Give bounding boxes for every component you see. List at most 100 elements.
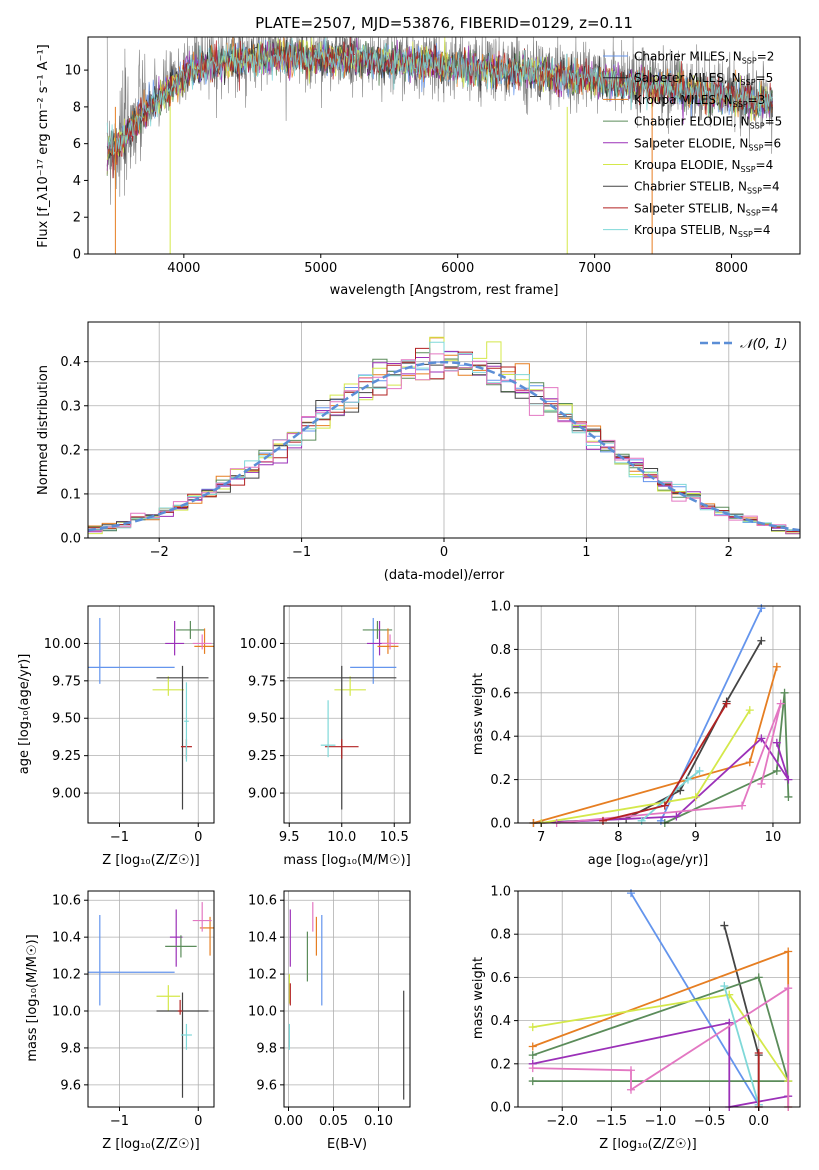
y-tick-label: 0.4 xyxy=(490,1014,511,1029)
age-z-xlabel: Z [log₁₀(Z/Z☉)] xyxy=(102,853,199,868)
x-tick-label: 0 xyxy=(440,545,448,560)
x-tick-label: 10.0 xyxy=(327,830,356,845)
legend-label: Kroupa STELIB, NSSP=4 xyxy=(634,223,771,239)
y-tick-label: 9.75 xyxy=(52,674,81,689)
y-tick-label: 0.3 xyxy=(60,399,81,414)
normal-curve xyxy=(87,360,801,532)
mass-weight-marker xyxy=(722,699,731,708)
y-tick-label: 8 xyxy=(73,100,81,115)
y-tick-label: 0.6 xyxy=(490,686,511,701)
y-tick-label: 0.8 xyxy=(490,928,511,943)
mass-weight-marker xyxy=(528,1051,537,1060)
mass-weight-marker xyxy=(772,662,781,671)
mass-weight-marker xyxy=(757,734,766,743)
y-tick-label: 0.2 xyxy=(490,1057,511,1072)
x-tick-label: −1 xyxy=(292,545,311,560)
x-tick-label: 0.05 xyxy=(319,1114,348,1129)
x-tick-label: 0 xyxy=(194,1114,202,1129)
y-tick-label: 10.0 xyxy=(52,1005,81,1020)
y-tick-label: 9.25 xyxy=(248,749,277,764)
x-tick-label: 7 xyxy=(537,830,545,845)
mass-weight-marker xyxy=(672,812,681,821)
mass-weight-line xyxy=(533,640,763,824)
mass-weight-marker xyxy=(720,982,729,991)
mass-weight-marker xyxy=(757,779,766,788)
x-tick-label: 10 xyxy=(765,830,782,845)
mass-weight-marker xyxy=(528,1064,537,1073)
mass-vs-ebv-panel: 0.00 0.05 0.10 9.6 9.8 10.0 10.2 10.4 10.6 xyxy=(248,890,411,1129)
mass-z-ylabel: mass [log₁₀(M/M☉)] xyxy=(25,934,40,1061)
x-tick-label: 4000 xyxy=(167,261,200,276)
y-tick-label: 9.00 xyxy=(52,787,81,802)
mw-age-ylabel: mass weight xyxy=(471,673,486,755)
y-tick-label: 2 xyxy=(73,211,81,226)
mass-weight-marker xyxy=(757,604,766,613)
x-tick-label: −1.5 xyxy=(596,1114,628,1129)
y-tick-label: 0.2 xyxy=(60,443,81,458)
x-tick-label: 0.10 xyxy=(364,1114,393,1129)
mass-weight-marker xyxy=(695,766,704,775)
mass-weight-line xyxy=(664,692,790,824)
mass-weight-marker xyxy=(676,786,685,795)
y-tick-label: 10.6 xyxy=(52,894,81,909)
mass-weight-line xyxy=(723,985,760,1106)
spectrum-ylabel: Flux [f_λ10⁻¹⁷ erg cm⁻² s⁻¹ A⁻¹] xyxy=(36,44,51,248)
y-tick-label: 10.2 xyxy=(248,968,277,983)
x-tick-label: −2 xyxy=(150,545,169,560)
age-vs-mass-panel: 9.5 10.0 10.5 9.00 9.25 9.50 9.75 10.00 xyxy=(240,605,411,845)
x-tick-label: 1 xyxy=(582,545,590,560)
y-tick-label: 0.0 xyxy=(490,817,511,832)
mass-weight-marker xyxy=(745,758,754,767)
y-tick-label: 10 xyxy=(64,64,81,79)
y-tick-label: 9.8 xyxy=(60,1041,81,1056)
axes-frame xyxy=(87,890,215,1108)
x-tick-label: 6000 xyxy=(441,261,474,276)
y-tick-label: 9.6 xyxy=(256,1078,277,1093)
y-tick-label: 10.6 xyxy=(248,894,277,909)
spectrum-xlabel: wavelength [Angstrom, rest frame] xyxy=(330,283,559,298)
mass-weight-marker xyxy=(528,1077,537,1086)
mass-weight-marker xyxy=(754,973,763,982)
mass-weight-line xyxy=(532,976,790,1082)
y-tick-label: 6 xyxy=(73,137,81,152)
model-spectrum xyxy=(106,36,773,160)
y-tick-label: 0.0 xyxy=(490,1101,511,1116)
residuals-ylabel: Normed distribution xyxy=(36,365,51,495)
x-tick-label: 8000 xyxy=(715,261,748,276)
x-tick-label: 0.0 xyxy=(748,1114,769,1129)
mass-weight-marker xyxy=(626,1066,635,1075)
residuals-xlabel: (data-model)/error xyxy=(384,568,505,583)
legend-label: Chabrier MILES, NSSP=2 xyxy=(634,50,774,66)
x-tick-label: −1 xyxy=(110,1114,129,1129)
mass-weight-marker xyxy=(784,792,793,801)
x-tick-label: −1 xyxy=(110,830,129,845)
y-tick-label: 9.25 xyxy=(52,749,81,764)
axes-frame xyxy=(283,605,411,824)
y-tick-label: 1.0 xyxy=(490,885,511,900)
x-tick-label: 9 xyxy=(692,830,700,845)
model-spectrum xyxy=(106,36,773,155)
legend-label: Chabrier STELIB, NSSP=4 xyxy=(634,180,780,196)
mass-weight-marker xyxy=(780,688,789,697)
mass-weight-marker xyxy=(626,1085,635,1094)
mass-weight-marker xyxy=(683,775,692,784)
spectrum-panel: PLATE=2507, MJD=53876, FIBERID=0129, z=0… xyxy=(36,14,801,298)
mass-weight-marker xyxy=(784,947,793,956)
x-tick-label: 9.5 xyxy=(279,830,300,845)
x-tick-label: 0.00 xyxy=(274,1114,303,1129)
mass-weight-marker xyxy=(720,921,729,930)
residuals-panel: −2 −1 0 1 2 0.0 0.1 0.2 0.3 0.4 𝒩(0, 1) (data-mod… xyxy=(36,321,801,583)
spectrum-axes-frame xyxy=(87,36,801,255)
mass-weight-line xyxy=(541,709,751,824)
mass-weight-marker xyxy=(784,775,793,784)
mass-weight-marker xyxy=(738,801,747,810)
axes-frame xyxy=(283,890,411,1108)
x-tick-label: 2 xyxy=(725,545,733,560)
x-tick-label: 10.5 xyxy=(380,830,409,845)
age-mass-xlabel: mass [log₁₀(M/M☉)] xyxy=(283,853,410,868)
mass-weight-marker xyxy=(772,766,781,775)
spectrum-title: PLATE=2507, MJD=53876, FIBERID=0129, z=0… xyxy=(255,14,633,32)
age-vs-z-panel: −1 0 9.00 9.25 9.50 9.75 10.00 xyxy=(44,605,215,845)
y-tick-label: 1.0 xyxy=(490,600,511,615)
